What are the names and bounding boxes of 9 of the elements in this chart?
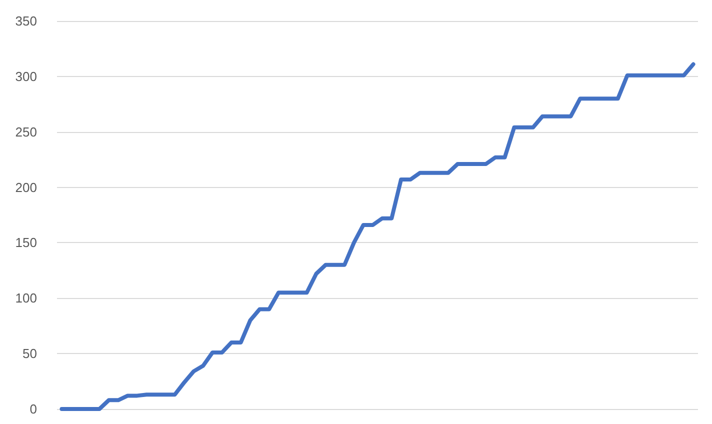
- line-series: [60, 62, 696, 411]
- y-tick-label: 300: [15, 68, 37, 84]
- y-tick-label: 100: [15, 290, 37, 306]
- y-tick-label: 200: [15, 180, 37, 195]
- y-tick-label: 250: [15, 124, 37, 140]
- y-tick-label: 350: [15, 14, 37, 28]
- y-tick-label: 150: [15, 235, 37, 250]
- y-tick-label: 50: [22, 346, 37, 362]
- y-tick-label: 0: [30, 402, 37, 416]
